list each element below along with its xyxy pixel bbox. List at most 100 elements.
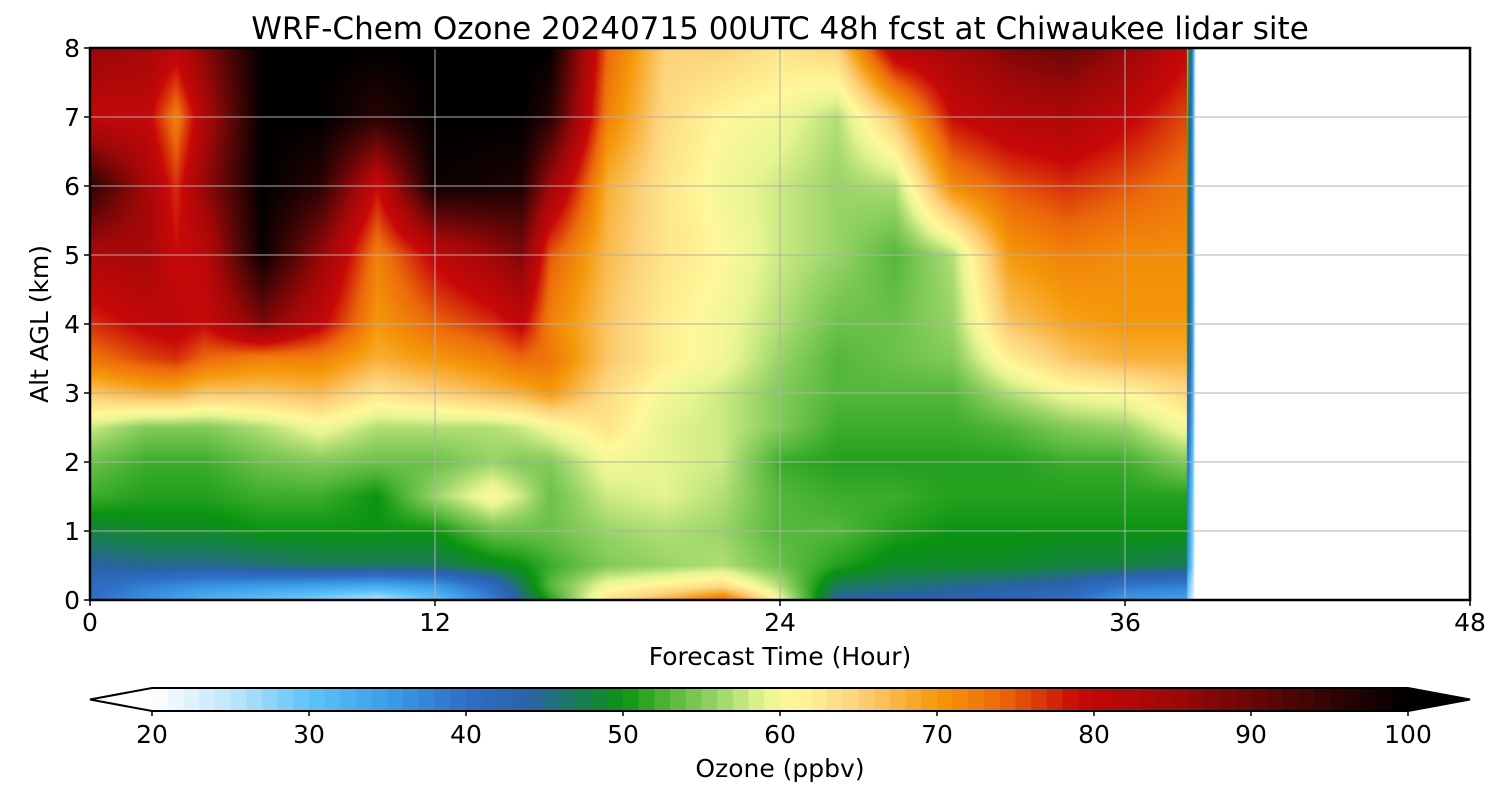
- colorbar-extend-max: [1408, 688, 1470, 711]
- colorbar-segment: [811, 688, 828, 711]
- colorbar-segment: [277, 688, 294, 711]
- colorbar-segment: [544, 688, 561, 711]
- colorbar-segment: [1031, 688, 1048, 711]
- colorbar-segment: [999, 688, 1017, 711]
- y-tick-label: 4: [64, 310, 80, 339]
- colorbar-tick-label: 20: [136, 720, 168, 749]
- colorbar-segment: [670, 688, 687, 711]
- colorbar-segment: [466, 688, 483, 711]
- colorbar-tick-label: 30: [293, 720, 325, 749]
- x-tick-label: 24: [764, 608, 796, 637]
- colorbar-segment: [874, 688, 891, 711]
- colorbar-segment: [1251, 688, 1268, 711]
- colorbar-segment: [685, 688, 703, 711]
- colorbar-segment: [921, 688, 938, 711]
- colorbar-segment: [638, 688, 655, 711]
- colorbar-segment: [1392, 688, 1409, 711]
- colorbar-segment: [434, 688, 451, 711]
- colorbar-segment: [952, 688, 969, 711]
- colorbar-segment: [842, 688, 860, 711]
- colorbar-segment: [607, 688, 624, 711]
- colorbar-tick-label: 40: [450, 720, 482, 749]
- colorbar-tick-label: 50: [607, 720, 639, 749]
- colorbar-segment: [1203, 688, 1221, 711]
- colorbar-segment: [309, 688, 326, 711]
- colorbar-segment: [513, 688, 530, 711]
- colorbar-segment: [1125, 688, 1142, 711]
- colorbar-segment: [418, 688, 436, 711]
- colorbar-segment: [199, 688, 216, 711]
- y-tick-label: 7: [64, 103, 80, 132]
- colorbar-segment: [858, 688, 875, 711]
- colorbar-segment: [152, 688, 169, 711]
- x-tick-label: 36: [1109, 608, 1141, 637]
- colorbar-segment: [261, 688, 279, 711]
- y-tick-label: 8: [64, 34, 80, 63]
- colorbar-segment: [497, 688, 514, 711]
- colorbar-segment: [1282, 688, 1299, 711]
- colorbar-tick-label: 100: [1384, 720, 1432, 749]
- colorbar-segment: [167, 688, 184, 711]
- colorbar-segment: [246, 688, 263, 711]
- y-tick-label: 6: [64, 172, 80, 201]
- colorbar-segment: [481, 688, 498, 711]
- colorbar-segment: [1266, 688, 1283, 711]
- colorbar-segment: [387, 688, 404, 711]
- colorbar-segment: [371, 688, 389, 711]
- colorbar-segment: [1345, 688, 1362, 711]
- plot-frame: [88, 46, 1472, 602]
- colorbar-segment: [356, 688, 373, 711]
- colorbar-segment: [780, 688, 797, 711]
- colorbar: 20 30 40 50 60 70 80 90 100: [89, 687, 1471, 749]
- colorbar-segment: [528, 688, 546, 711]
- colorbar-segment: [1062, 688, 1079, 711]
- colorbar-segment: [1078, 688, 1095, 711]
- colorbar-tick-label: 80: [1078, 720, 1110, 749]
- x-tick-label: 12: [419, 608, 451, 637]
- x-tick-label: 0: [82, 608, 98, 637]
- colorbar-segment: [1046, 688, 1064, 711]
- colorbar-segment: [1360, 688, 1378, 711]
- colorbar-segment: [560, 688, 577, 711]
- colorbar-segment: [591, 688, 608, 711]
- y-tick-label: 3: [64, 379, 80, 408]
- colorbar-segment: [827, 688, 844, 711]
- colorbar-segment: [230, 688, 247, 711]
- colorbar-segment: [1298, 688, 1315, 711]
- colorbar-segment: [1172, 688, 1189, 711]
- colorbar-segment: [795, 688, 812, 711]
- colorbar-segment: [937, 688, 954, 711]
- colorbar-segment: [1156, 688, 1174, 711]
- colorbar-segment: [575, 688, 593, 711]
- colorbar-segment: [1094, 688, 1111, 711]
- colorbar-segment: [623, 688, 640, 711]
- colorbar-segment: [717, 688, 734, 711]
- y-tick-label: 1: [64, 517, 80, 546]
- colorbar-tick-label: 90: [1235, 720, 1267, 749]
- y-axis-label: Alt AGL (km): [25, 245, 54, 403]
- colorbar-segment: [450, 688, 467, 711]
- colorbar-segment: [654, 688, 671, 711]
- chart-title: WRF-Chem Ozone 20240715 00UTC 48h fcst a…: [251, 11, 1309, 47]
- colorbar-segment: [968, 688, 985, 711]
- colorbar-segment: [293, 688, 310, 711]
- colorbar-segment: [214, 688, 232, 711]
- y-tick-label: 5: [64, 241, 80, 270]
- colorbar-segment: [324, 688, 341, 711]
- colorbar-segment: [1313, 688, 1331, 711]
- colorbar-label: Ozone (ppbv): [695, 754, 864, 783]
- y-tick-label: 0: [64, 586, 80, 615]
- x-tick-label: 48: [1454, 608, 1486, 637]
- colorbar-segment: [701, 688, 718, 711]
- colorbar-segment: [1376, 688, 1393, 711]
- colorbar-segment: [1188, 688, 1205, 711]
- colorbar-segment: [1329, 688, 1346, 711]
- colorbar-segment: [905, 688, 922, 711]
- colorbar-segment: [764, 688, 781, 711]
- colorbar-segment: [889, 688, 907, 711]
- colorbar-segment: [1109, 688, 1126, 711]
- colorbar-tick-label: 60: [764, 720, 796, 749]
